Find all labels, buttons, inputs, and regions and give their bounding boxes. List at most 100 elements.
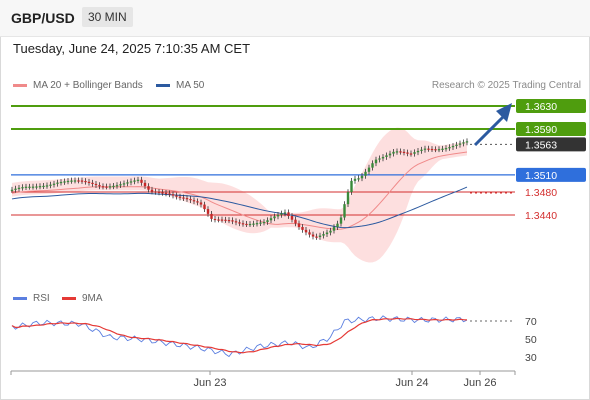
chart-header: GBP/USD 30 MIN [0,0,590,37]
candle-body [87,181,91,184]
candle-body [399,151,402,153]
candle-body [231,220,234,222]
candle-body [441,148,444,150]
candle-body [136,179,140,181]
candle-body [217,219,220,221]
level-badge-1.3510 [516,167,586,182]
candle-body [140,179,143,183]
support-label-1.3480: 1.3480 [525,187,557,199]
candle-body [409,153,413,155]
candle-body [189,199,192,201]
candle-body [73,180,77,182]
candle-body [77,180,80,182]
candle-body [168,193,171,195]
candle-body [346,192,350,205]
candle-body [182,197,185,199]
rsi-swatch [13,297,27,300]
candle-body [63,181,66,183]
candle-body [430,148,434,151]
candle-body [364,171,367,176]
level-badge-1.3630 [516,99,586,113]
candle-body [115,185,119,187]
x-axis-label-Jun 23: Jun 23 [193,377,226,389]
candle-body [91,182,94,184]
candle-body [129,181,133,183]
candle-body [28,186,31,188]
rsi-label: RSI [33,293,50,304]
candle-body [14,188,17,190]
candle-body [178,196,182,198]
candle-body [238,222,241,224]
candle-body [294,219,297,224]
candle-body [455,144,458,146]
bollinger-band [12,127,467,263]
candle-body [280,213,283,215]
candle-body [451,145,455,148]
candle-body [437,149,441,151]
candle-body [122,183,126,185]
candle-body [241,223,245,225]
candle-body [203,204,206,210]
rsi-line [11,315,468,358]
candle-body [343,204,346,218]
candle-body [80,180,84,182]
level-badge-1.3590 [516,121,586,136]
candle-body [154,191,157,193]
candle-body [84,180,87,183]
candle-body [381,156,385,159]
candle-body [101,186,105,188]
candle-body [220,219,224,221]
candle-body [70,180,73,182]
level-badge-1.3563 [516,137,586,152]
candle-body [210,213,213,219]
candle-body [350,180,353,193]
candle-body [283,212,287,214]
candle-body [248,223,252,226]
rsi-level-70: 70 [525,316,537,328]
candle-body [413,152,416,154]
level-label-1.3590: 1.3590 [525,124,557,136]
candle-body [322,234,325,236]
candle-body [24,186,28,188]
candle-body [17,187,21,190]
candle-body [42,185,45,188]
candle-body [206,209,210,214]
ma20-swatch [13,84,27,87]
candle-body [255,223,259,225]
candle-body [339,217,343,224]
candle-body [196,201,199,203]
candle-body [150,189,154,192]
candle-body [164,192,168,195]
candle-body [388,153,392,156]
candle-body [66,180,70,183]
candle-body [262,221,266,224]
candle-body [112,185,115,188]
candle-body [395,151,399,153]
rsi-ma-label: 9MA [82,293,103,304]
ma50-swatch [156,84,170,87]
candle-body [227,219,231,222]
candle-body [448,147,451,149]
candle-body [392,151,395,154]
candle-body [374,159,378,164]
forecast-arrow-line [473,115,505,147]
candle-body [133,180,136,182]
candle-body [108,186,112,188]
candle-body [385,155,388,157]
candle-body [427,148,430,150]
rsi-level-50: 50 [525,334,537,346]
candle-body [245,223,248,226]
candle-body [297,223,301,227]
candle-body [252,223,255,225]
candle-body [49,184,52,186]
symbol-title: GBP/USD [11,10,75,26]
interval-button[interactable]: 30 MIN [82,7,133,27]
candle-body [21,187,24,189]
candle-body [35,186,38,188]
candle-body [276,214,280,217]
candle-body [224,219,227,221]
candle-body [287,212,290,216]
legend-ma20: MA 20 + Bollinger Bands [13,80,143,91]
candle-body [402,151,406,154]
candle-body [147,186,150,190]
